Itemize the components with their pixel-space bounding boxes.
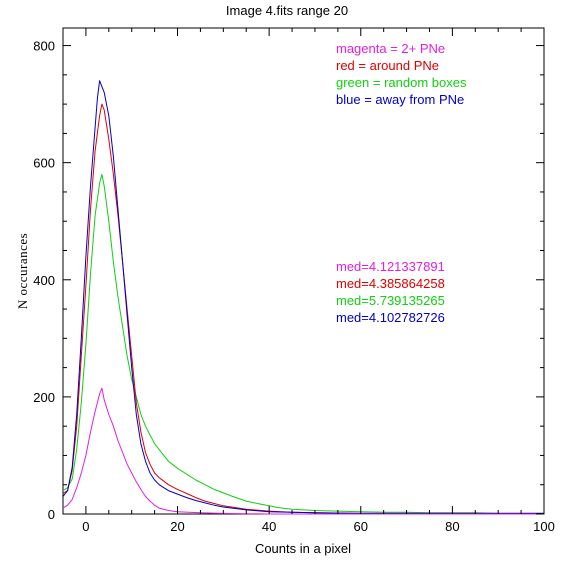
legend-entry-1: red = around PNe	[336, 58, 439, 73]
x-tick-label-4: 80	[445, 519, 459, 534]
x-tick-label-5: 100	[533, 519, 555, 534]
y-tick-label-3: 600	[33, 156, 55, 171]
x-axis-label: Counts in a pixel	[255, 541, 351, 556]
median-annotations: med=4.121337891 med=4.385864258 med=5.7391…	[336, 259, 445, 325]
y-tick-label-4: 800	[33, 39, 55, 54]
median-label-2: med=5.739135265	[336, 293, 445, 308]
series-line-3	[62, 387, 544, 515]
legend-entry-3: blue = away from PNe	[336, 92, 464, 107]
x-tick-label-3: 60	[354, 519, 368, 534]
x-tick-label-1: 20	[170, 519, 184, 534]
chart-title: Image 4.fits range 20	[226, 3, 348, 18]
series-line-2	[62, 80, 544, 514]
legend-entry-0: magenta = 2+ PNe	[336, 41, 445, 56]
x-tick-label-0: 0	[82, 519, 89, 534]
plot-frame	[62, 27, 545, 515]
series-line-1	[62, 103, 544, 514]
ticks-layer: 0 20 40 60 80 100 0 200 400 600 800	[33, 28, 555, 534]
x-tick-label-2: 40	[262, 519, 276, 534]
y-tick-label-1: 200	[33, 390, 55, 405]
legend-entry-2: green = random boxes	[336, 75, 467, 90]
series-layer	[62, 80, 544, 515]
median-label-3: med=4.102782726	[336, 310, 445, 325]
y-axis-label: N occurances	[15, 233, 30, 309]
series-line-0	[62, 173, 544, 514]
legend: magenta = 2+ PNe red = around PNe green = …	[336, 41, 467, 107]
median-label-0: med=4.121337891	[336, 259, 445, 274]
y-tick-label-2: 400	[33, 273, 55, 288]
median-label-1: med=4.385864258	[336, 276, 445, 291]
y-tick-label-0: 0	[48, 507, 55, 522]
